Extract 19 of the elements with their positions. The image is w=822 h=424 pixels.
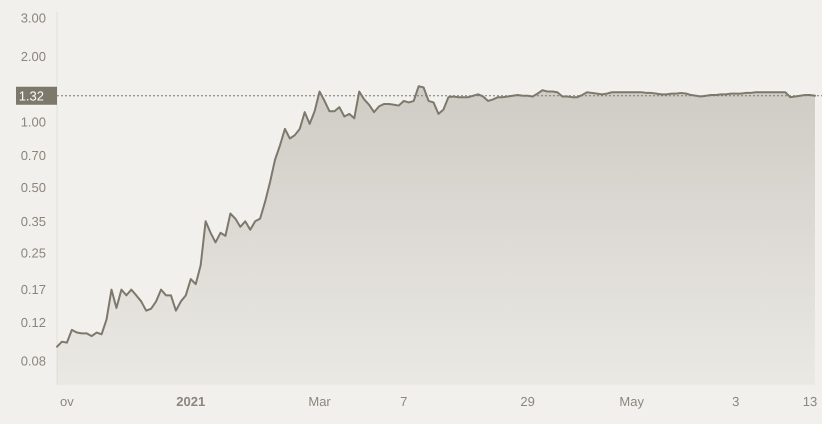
y-tick-label: 0.35	[20, 214, 46, 229]
x-tick-label: 7	[400, 394, 408, 409]
x-tick-label: 29	[520, 394, 535, 409]
x-tick-label: May	[619, 394, 644, 409]
y-tick-label: 2.00	[20, 48, 46, 64]
y-tick-label: 0.70	[20, 148, 46, 164]
y-tick-label: 0.25	[20, 246, 46, 261]
x-tick-label: 2021	[176, 394, 206, 409]
y-tick-label: 3.00	[20, 10, 46, 26]
y-tick-label: 0.17	[20, 282, 46, 298]
y-tick-label: 1.00	[20, 114, 46, 130]
ref-line-label: 1.32	[18, 88, 44, 104]
y-tick-label: 0.12	[20, 315, 46, 330]
y-tick-label: 0.08	[20, 353, 46, 368]
x-tick-label: 3	[732, 394, 740, 409]
y-tick-label: 0.50	[20, 180, 46, 196]
x-tick-label: Mar	[308, 394, 332, 409]
x-tick-label: 13	[802, 394, 818, 409]
x-tick-label: ov	[60, 394, 74, 409]
